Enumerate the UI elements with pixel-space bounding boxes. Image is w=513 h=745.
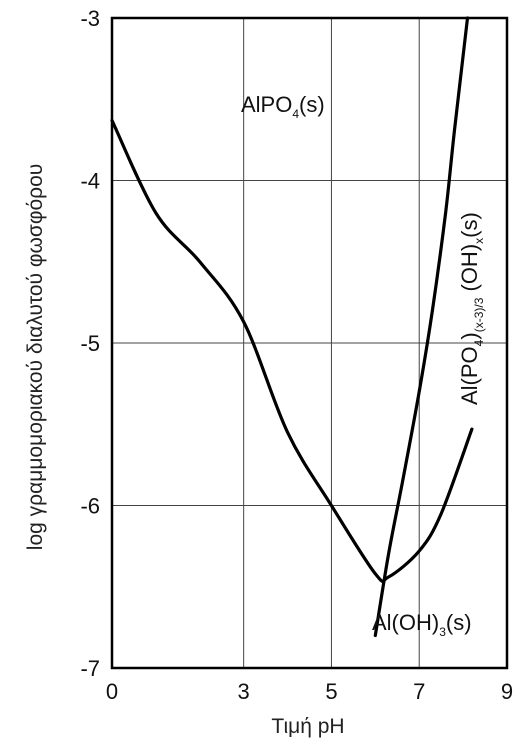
label-mixed-phase: Al(PO4)(x-3)/3 (OH)x(s) xyxy=(457,212,486,405)
series-line-1 xyxy=(110,118,474,583)
y-tick-label: -6 xyxy=(80,494,100,519)
y-tick-label: -4 xyxy=(80,169,100,194)
series-line-2 xyxy=(373,16,470,638)
y-tick-label: -3 xyxy=(80,6,100,31)
x-tick-label: 9 xyxy=(501,679,513,704)
grid-lines xyxy=(112,18,507,668)
x-tick-label: 5 xyxy=(325,679,337,704)
x-axis-title: Τιμή pH xyxy=(271,715,344,738)
tick-labels: 0 3 5 7 9 -7 -6 -5 -4 -3 xyxy=(80,6,513,704)
y-tick-label: -5 xyxy=(80,331,100,356)
curves xyxy=(110,16,474,638)
label-aloh3: Al(OH)3(s) xyxy=(372,610,472,639)
plot-frame xyxy=(110,16,509,670)
x-tick-label: 0 xyxy=(106,679,118,704)
y-tick-label: -7 xyxy=(80,656,100,681)
y-axis-title: log γραμμομοριακού διαλυτού φωσφόρου xyxy=(24,164,47,550)
x-tick-label: 3 xyxy=(238,679,250,704)
x-tick-label: 7 xyxy=(413,679,425,704)
label-alpo4: AlPO4(s) xyxy=(241,92,325,121)
